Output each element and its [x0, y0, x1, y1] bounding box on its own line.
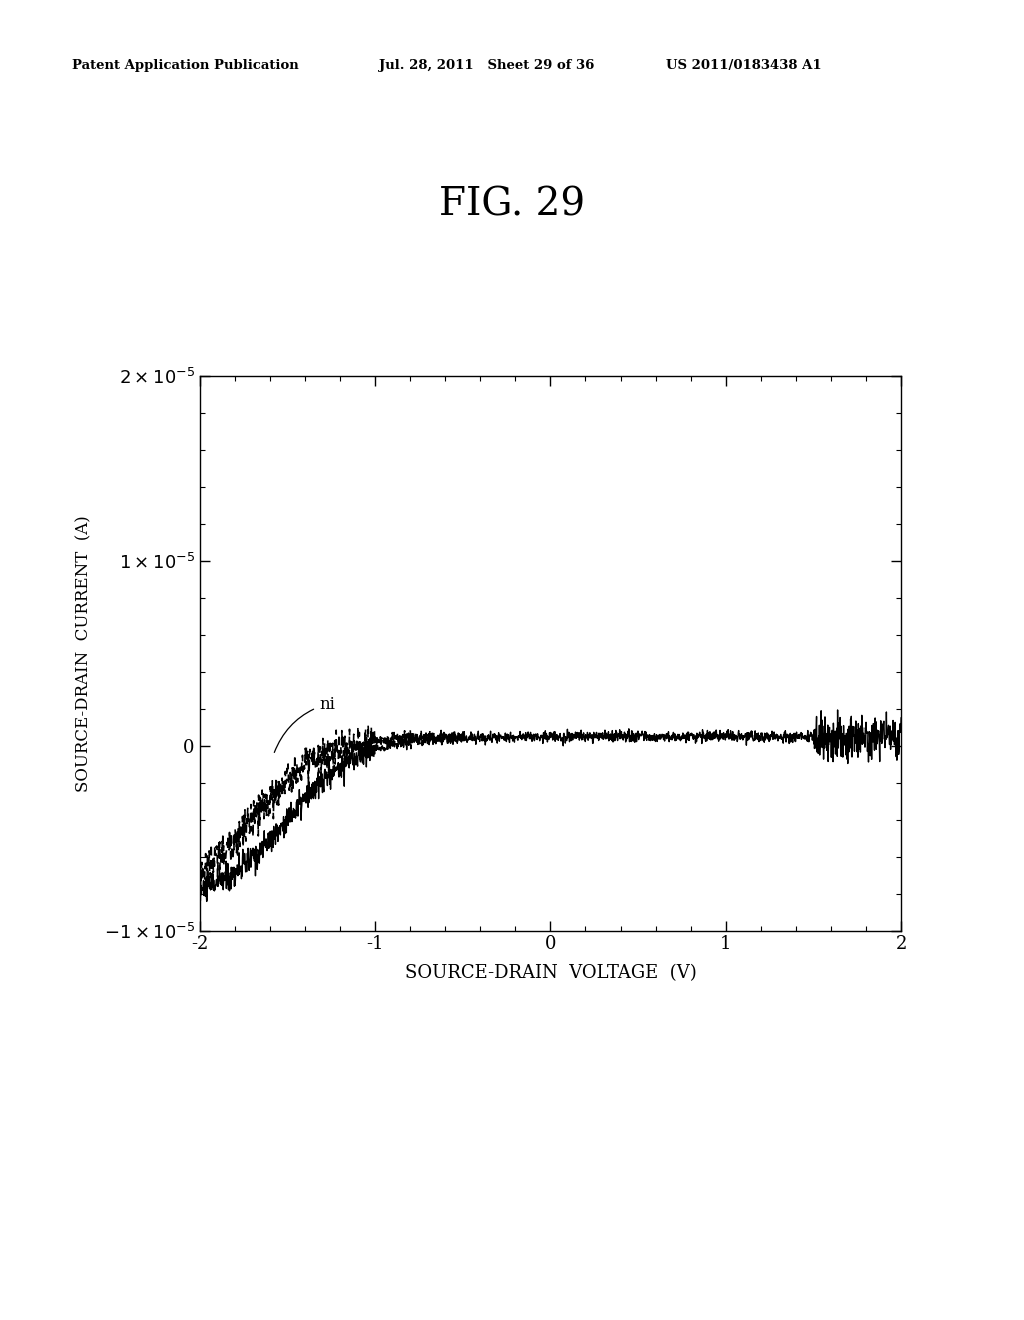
- Y-axis label: SOURCE-DRAIN  CURRENT  (A): SOURCE-DRAIN CURRENT (A): [76, 515, 92, 792]
- Text: US 2011/0183438 A1: US 2011/0183438 A1: [666, 59, 821, 73]
- Text: FIG. 29: FIG. 29: [439, 186, 585, 223]
- Text: Jul. 28, 2011   Sheet 29 of 36: Jul. 28, 2011 Sheet 29 of 36: [379, 59, 594, 73]
- X-axis label: SOURCE-DRAIN  VOLTAGE  (V): SOURCE-DRAIN VOLTAGE (V): [404, 965, 696, 982]
- Text: ni: ni: [274, 696, 335, 752]
- Text: Patent Application Publication: Patent Application Publication: [72, 59, 298, 73]
